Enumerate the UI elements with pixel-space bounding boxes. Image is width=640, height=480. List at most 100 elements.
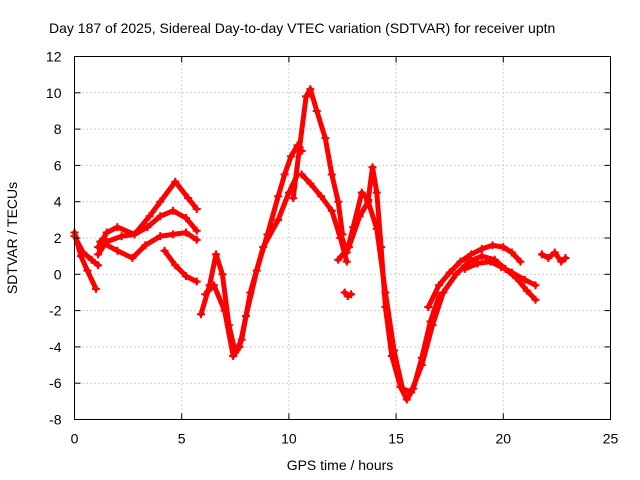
data-point xyxy=(196,310,205,319)
series-track-f xyxy=(162,248,200,285)
y-tick-label: 6 xyxy=(54,157,62,173)
data-point xyxy=(452,270,461,279)
x-tick-label: 5 xyxy=(178,431,186,447)
data-point xyxy=(141,241,150,250)
data-point xyxy=(544,253,553,262)
data-point xyxy=(117,232,126,241)
data-point xyxy=(192,204,201,213)
y-tick-label: 8 xyxy=(54,121,62,137)
data-point xyxy=(557,257,566,266)
x-tick-label: 0 xyxy=(71,431,79,447)
data-point xyxy=(295,143,304,152)
data-point xyxy=(531,295,540,304)
data-point xyxy=(128,253,137,262)
data-point xyxy=(317,192,326,201)
data-point xyxy=(424,302,433,311)
data-point xyxy=(169,230,178,239)
data-point xyxy=(336,228,345,237)
series-track-g xyxy=(198,172,300,355)
data-point xyxy=(434,281,443,290)
data-layer xyxy=(70,85,570,404)
data-point xyxy=(372,224,381,233)
data-point xyxy=(156,197,165,206)
data-point xyxy=(486,257,495,266)
data-point xyxy=(368,163,377,172)
data-point xyxy=(334,255,343,264)
x-tick-label: 10 xyxy=(281,431,297,447)
data-point xyxy=(171,261,180,270)
data-point xyxy=(113,223,122,232)
data-point xyxy=(130,230,139,239)
data-point xyxy=(364,197,373,206)
data-point xyxy=(287,152,296,161)
data-point xyxy=(280,170,289,179)
data-point xyxy=(145,212,154,221)
data-point xyxy=(252,266,261,275)
data-point xyxy=(209,281,218,290)
data-point xyxy=(407,388,416,397)
data-point xyxy=(507,268,516,277)
axis-ticks: 0 5 10 15 20 25 -8 -6 -4 -2 0 2 4 6 8 10 12 xyxy=(46,49,619,447)
series-track-h xyxy=(202,142,305,359)
data-point xyxy=(381,288,390,297)
data-point xyxy=(184,194,193,203)
data-point xyxy=(156,232,165,241)
data-point xyxy=(192,277,201,286)
data-point xyxy=(398,384,407,393)
data-point xyxy=(274,192,283,201)
data-point xyxy=(357,188,366,197)
y-tick-label: 2 xyxy=(54,230,62,246)
data-point xyxy=(171,177,180,186)
data-point xyxy=(327,206,336,215)
data-point xyxy=(143,223,152,232)
data-point xyxy=(160,246,169,255)
data-point xyxy=(321,134,330,143)
data-point xyxy=(520,275,529,284)
data-point xyxy=(156,212,165,221)
data-point xyxy=(537,250,546,259)
data-point xyxy=(439,288,448,297)
data-point xyxy=(477,244,486,253)
data-point xyxy=(550,248,559,257)
data-point xyxy=(102,228,111,237)
y-tick-label: 0 xyxy=(54,266,62,282)
data-point xyxy=(91,284,100,293)
data-point xyxy=(306,179,315,188)
data-point xyxy=(242,312,251,321)
data-point xyxy=(477,252,486,261)
data-point xyxy=(327,170,336,179)
data-point xyxy=(445,268,454,277)
data-point xyxy=(169,206,178,215)
data-point xyxy=(94,261,103,270)
grid xyxy=(74,56,611,420)
data-point xyxy=(372,188,381,197)
data-point xyxy=(347,290,356,299)
y-tick-label: 4 xyxy=(54,194,62,210)
data-point xyxy=(334,197,343,206)
data-point xyxy=(344,243,353,252)
series-track-b xyxy=(72,233,101,268)
data-point xyxy=(467,250,476,259)
data-point xyxy=(312,106,321,115)
y-tick-label: -2 xyxy=(49,303,62,319)
data-point xyxy=(229,351,238,360)
data-point xyxy=(297,170,306,179)
data-point xyxy=(96,237,105,246)
data-point xyxy=(473,259,482,268)
y-tick-label: -8 xyxy=(49,412,62,428)
y-axis-label: SDTVAR / TECUs xyxy=(4,182,20,294)
x-tick-label: 25 xyxy=(603,431,619,447)
x-tick-label: 20 xyxy=(496,431,512,447)
data-point xyxy=(460,264,469,273)
data-point xyxy=(235,342,244,351)
data-point xyxy=(181,228,190,237)
data-point xyxy=(497,263,506,272)
data-point xyxy=(87,255,96,264)
data-point xyxy=(428,321,437,330)
data-point xyxy=(464,257,473,266)
data-point xyxy=(192,235,201,244)
chart-title: Day 187 of 2025, Sidereal Day-to-day VTE… xyxy=(49,20,555,36)
data-point xyxy=(83,266,92,275)
data-point xyxy=(531,281,540,290)
